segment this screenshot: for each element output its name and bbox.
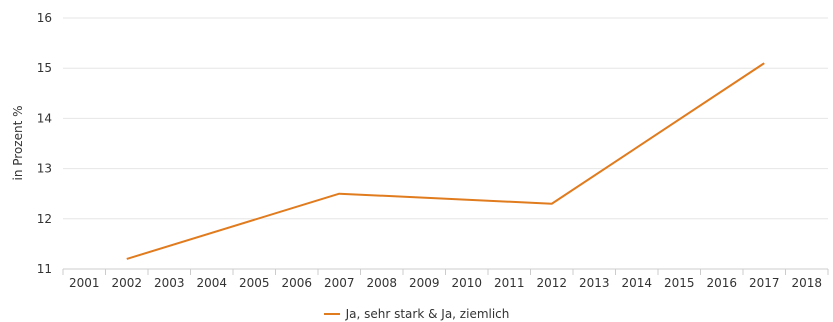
x-tick-label: 2018	[791, 276, 822, 290]
legend-swatch	[323, 313, 340, 315]
x-tick-label: 2012	[536, 276, 567, 290]
x-tick-label: 2002	[111, 276, 142, 290]
x-tick-label: 2016	[706, 276, 737, 290]
y-tick-label: 16	[37, 11, 52, 25]
x-tick-label: 2004	[196, 276, 227, 290]
series-layer	[126, 62, 765, 260]
x-tick-label: 2008	[366, 276, 397, 290]
x-tick-label: 2005	[239, 276, 270, 290]
x-tick-label: 2013	[579, 276, 610, 290]
x-tick-label: 2007	[324, 276, 355, 290]
y-axis-title: in Prozent %	[11, 106, 25, 181]
x-tick-label: 2017	[749, 276, 780, 290]
legend-label: Ja, sehr stark & Ja, ziemlich	[345, 307, 510, 321]
x-tick-label: 2010	[451, 276, 482, 290]
y-tick-label: 14	[37, 111, 52, 125]
x-tick-label: 2014	[621, 276, 652, 290]
y-axis-ticks: 11 12 13 14 15 16	[37, 11, 52, 276]
y-tick-label: 11	[37, 262, 52, 276]
x-axis-ticks: 2001 2002 2003 2004 2005 2006 2007 2008 2009 2010…	[62, 269, 829, 290]
legend: Ja, sehr stark & Ja, ziemlich	[0, 304, 833, 321]
y-tick-label: 15	[37, 61, 52, 75]
series-line[interactable]	[126, 62, 765, 260]
y-tick-label: 12	[37, 212, 52, 226]
gridlines	[63, 17, 828, 270]
x-tick-label: 2015	[664, 276, 695, 290]
x-tick-label: 2009	[409, 276, 440, 290]
legend-item[interactable]: Ja, sehr stark & Ja, ziemlich	[323, 307, 510, 321]
x-tick-label: 2001	[69, 276, 100, 290]
x-tick-label: 2006	[281, 276, 312, 290]
x-tick-label: 2003	[154, 276, 185, 290]
y-tick-label: 13	[37, 162, 52, 176]
x-tick-label: 2011	[494, 276, 525, 290]
